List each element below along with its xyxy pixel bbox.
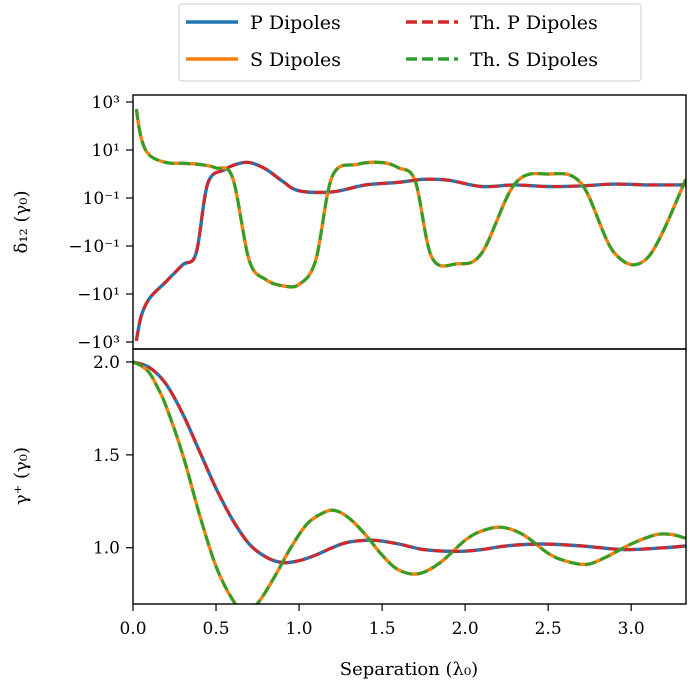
- top-ylabel: δ₁₂ (γ₀): [11, 190, 32, 253]
- legend-label-s-dipoles: S Dipoles: [250, 49, 341, 71]
- bottom-series-th-s-dipoles: [133, 360, 686, 604]
- legend: P Dipoles S Dipoles Th. P Dipoles Th. S …: [178, 3, 642, 82]
- legend-label-p-dipoles: P Dipoles: [250, 12, 341, 34]
- bottom-panel: 1.01.52.0 0.0 0.5 1.0 1.5 2.0 2.5 3.0 γ⁺ (γ₀) …: [11, 348, 687, 680]
- top-series-th-p-dipoles: [134, 160, 686, 342]
- bottom-series-p-dipoles: [133, 360, 686, 565]
- legend-label-th-p-dipoles: Th. P Dipoles: [470, 12, 598, 34]
- x-tick-label: 0.5: [203, 619, 230, 639]
- top-ytick-label: 10¹: [92, 141, 120, 161]
- bottom-ylabel: γ⁺ (γ₀): [11, 447, 32, 505]
- top-plot-frame: [132, 94, 687, 350]
- top-series-s-dipoles: [134, 108, 686, 289]
- legend-label-th-s-dipoles: Th. S Dipoles: [470, 49, 598, 71]
- top-ytick-label: 10³: [92, 93, 120, 113]
- top-ytick-label: −10⁻¹: [68, 237, 120, 257]
- x-tick-label: 1.5: [369, 619, 396, 639]
- bottom-ytick-label: 2.0: [93, 353, 120, 373]
- x-tick-label: 1.0: [286, 619, 313, 639]
- x-axis-label: Separation (λ₀): [340, 659, 478, 680]
- top-series-th-s-dipoles: [134, 108, 686, 289]
- top-ytick-label: −10¹: [77, 285, 120, 305]
- x-tick-label: 2.5: [535, 619, 562, 639]
- bottom-ytick-label: 1.0: [93, 539, 120, 559]
- bottom-series-th-p-dipoles: [133, 360, 686, 565]
- x-tick-label: 2.0: [452, 619, 479, 639]
- x-tick-label: 0.0: [119, 619, 146, 639]
- top-ytick-label: 10⁻¹: [83, 189, 120, 209]
- top-series-p-dipoles: [134, 160, 686, 342]
- bottom-ytick-label: 1.5: [93, 446, 120, 466]
- bottom-plot-frame: [132, 348, 687, 605]
- legend-frame: [178, 3, 642, 82]
- top-panel: 10³ 10¹ 10⁻¹ −10⁻¹ −10¹ −10³ δ₁₂ (γ₀): [11, 93, 687, 353]
- top-ytick-label: −10³: [77, 333, 120, 353]
- x-tick-label: 3.0: [618, 619, 645, 639]
